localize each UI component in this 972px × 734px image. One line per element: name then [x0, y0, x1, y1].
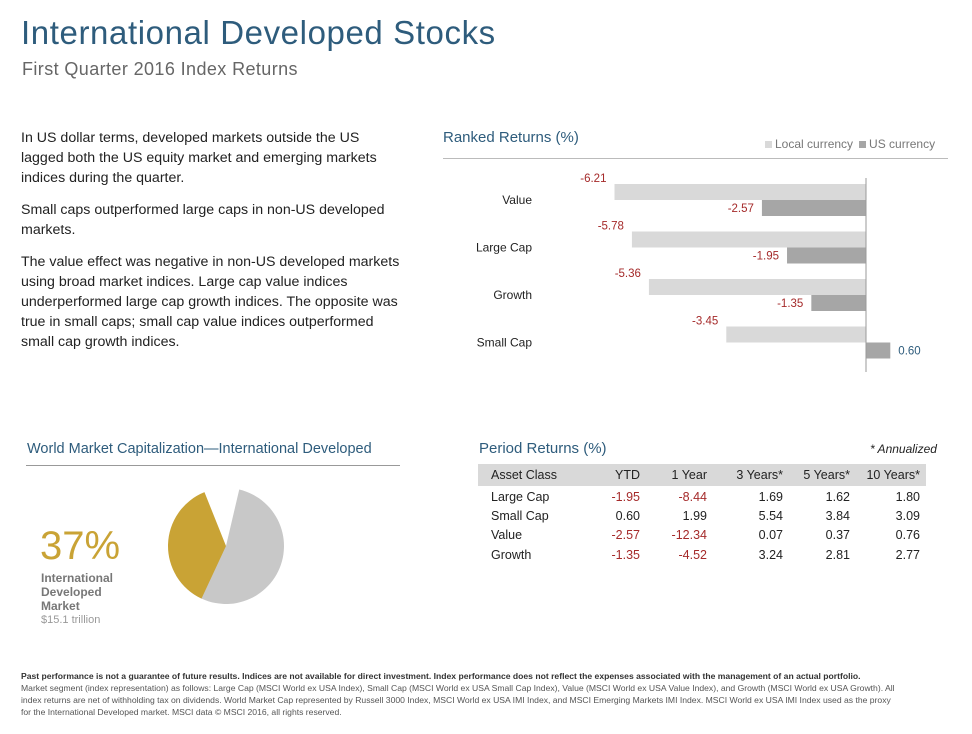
ranked-legend: Local currency US currency [765, 137, 935, 151]
commentary-paragraph-3: The value effect was negative in non-US … [21, 254, 400, 350]
market-cap-pie [168, 489, 284, 604]
table-row: Small Cap 0.60 1.99 5.54 3.84 3.09 [478, 506, 926, 526]
data-label: -6.21 [580, 173, 606, 185]
asset-class-cell: Growth [491, 547, 532, 562]
return-cell: -8.44 [678, 490, 708, 505]
world-market-cap-divider [26, 465, 400, 466]
page-title: International Developed Stocks [21, 14, 496, 51]
asset-class-cell: Small Cap [491, 508, 549, 523]
data-label: -5.78 [598, 221, 624, 233]
bar-us-currency [761, 200, 866, 216]
market-cap-value: $15.1 trillion [41, 614, 101, 626]
table-header-row: Asset Class YTD 1 Year 3 Years* 5 Years* 10 Y… [478, 464, 926, 486]
table-row: Large Cap -1.95 -8.44 1.69 1.62 1.80 [478, 486, 926, 506]
return-cell: 3.09 [895, 508, 920, 523]
legend-us-label: US currency [869, 137, 936, 151]
data-label: -1.35 [777, 298, 803, 310]
category-label: Small Cap [477, 336, 533, 350]
world-market-cap-title: World Market Capitalization—Internationa… [27, 441, 372, 457]
table-row: Value -2.57 -12.34 0.07 0.37 0.76 [478, 525, 926, 545]
disclaimer-bold: Past performance is not a guarantee of f… [21, 671, 861, 681]
category-label: Value [502, 193, 532, 207]
return-cell: 3.84 [825, 508, 850, 523]
return-cell: 0.37 [825, 528, 850, 543]
bar-local-currency [648, 279, 866, 295]
annualized-note: * Annualized [870, 442, 937, 456]
market-cap-label: International Developed Market [41, 571, 114, 613]
disclaimer: Past performance is not a guarantee of f… [21, 670, 901, 718]
ranked-returns-chart: Value -6.21 -2.57 Large Cap -5.78 -1.95 Growth… [476, 173, 921, 372]
return-cell: 0.76 [895, 528, 920, 543]
data-label: -3.45 [692, 316, 718, 328]
bar-local-currency [726, 326, 866, 343]
bar-local-currency [631, 231, 866, 248]
return-cell: 1.80 [895, 490, 920, 505]
return-cell: 1.69 [758, 490, 783, 505]
bar-us-currency [811, 295, 866, 311]
bar-us-currency [787, 247, 866, 264]
return-cell: 3.24 [758, 547, 783, 562]
return-cell: 1.62 [825, 490, 850, 505]
legend-local: Local currency [765, 137, 853, 151]
commentary-paragraph-1: In US dollar terms, developed markets ou… [21, 130, 377, 186]
data-label: -1.95 [753, 251, 779, 263]
column-header: Asset Class [478, 464, 588, 486]
commentary-paragraph-2: Small caps outperformed large caps in no… [21, 202, 385, 238]
ranked-divider [443, 158, 948, 159]
legend-local-label: Local currency [775, 137, 854, 151]
data-label: 0.60 [898, 346, 920, 358]
return-cell: 5.54 [758, 508, 783, 523]
bar-us-currency [866, 342, 891, 359]
column-header: 5 Years* [789, 464, 856, 486]
return-cell: 2.77 [895, 547, 920, 562]
period-returns-title: Period Returns (%) [479, 440, 607, 457]
page-subtitle: First Quarter 2016 Index Returns [22, 59, 298, 79]
period-returns-table: Asset Class YTD 1 Year 3 Years* 5 Years* 10 Y… [478, 464, 926, 565]
return-cell: -1.95 [611, 490, 641, 505]
asset-class-cell: Large Cap [491, 490, 550, 505]
legend-us-swatch [859, 141, 867, 149]
return-cell: -12.34 [671, 528, 707, 543]
return-cell: -1.35 [611, 547, 641, 562]
category-label: Large Cap [476, 241, 532, 255]
return-cell: -4.52 [678, 547, 708, 562]
return-cell: -2.57 [611, 528, 641, 543]
column-header: 1 Year [646, 464, 713, 486]
return-cell: 2.81 [825, 547, 850, 562]
legend-us: US currency [859, 137, 935, 151]
bar-local-currency [614, 184, 866, 200]
return-cell: 0.07 [758, 528, 783, 543]
return-cell: 1.99 [682, 508, 707, 523]
category-label: Growth [493, 288, 532, 302]
asset-class-cell: Value [491, 528, 523, 543]
column-header: 3 Years* [713, 464, 789, 486]
legend-local-swatch [765, 141, 772, 149]
disclaimer-text: Market segment (index representation) as… [21, 683, 895, 717]
table-row: Growth -1.35 -4.52 3.24 2.81 2.77 [478, 545, 926, 565]
column-header: YTD [588, 464, 646, 486]
data-label: -5.36 [615, 268, 641, 280]
market-cap-percent: 37% [40, 524, 121, 568]
ranked-returns-title: Ranked Returns (%) [443, 129, 579, 146]
pie-slice-international-developed [168, 492, 226, 599]
commentary: In US dollar terms, developed markets ou… [21, 128, 401, 364]
return-cell: 0.60 [615, 508, 640, 523]
column-header: 10 Years* [856, 464, 926, 486]
data-label: -2.57 [728, 203, 754, 215]
